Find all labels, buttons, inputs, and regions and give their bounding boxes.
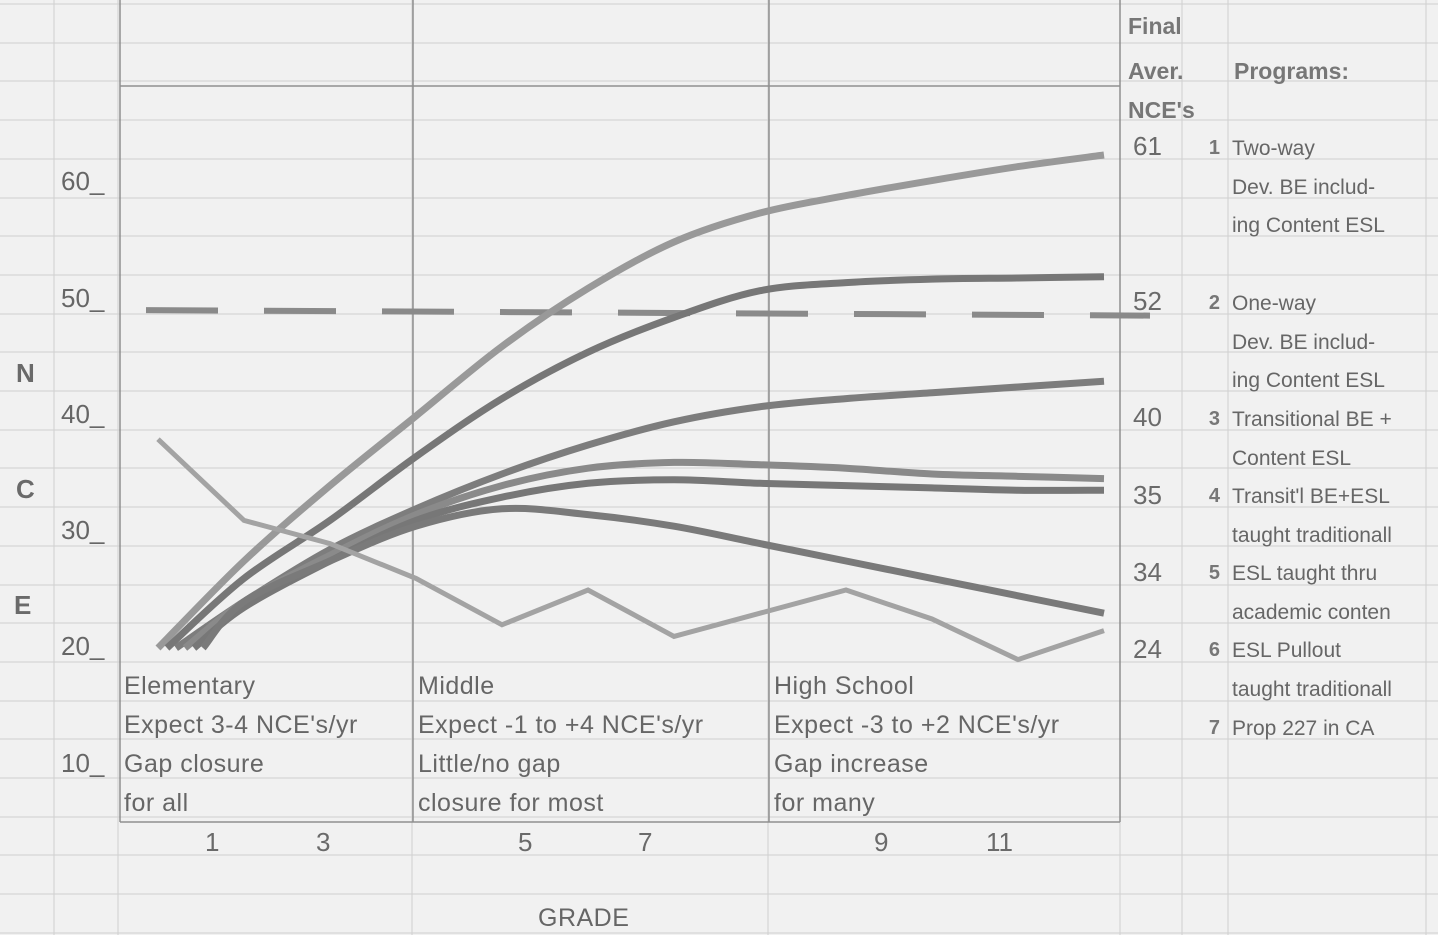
program-text: Transit'l BE+ESL [1232,485,1390,509]
section-elementary-name: Elementary [124,672,255,701]
y-axis-letter-e: E [14,590,31,621]
final-value: 24 [1133,634,1162,665]
x-tick-label: 1 [205,827,219,858]
series-line-program-3 [176,381,1104,648]
section-middle-name: Middle [418,672,495,701]
y-axis-letter-c: C [16,474,35,505]
final-header-line1: Final [1128,13,1182,40]
x-tick-label: 5 [518,827,532,858]
program-text: Dev. BE includ- [1232,331,1375,355]
final-header-line3: NCE's [1128,97,1195,124]
y-tick-label: 60_ [61,166,104,197]
section-elementary-note1: Gap closure [124,750,264,779]
program-text: Content ESL [1232,447,1351,471]
program-text: Dev. BE includ- [1232,176,1375,200]
programs-header: Programs: [1234,58,1349,85]
y-tick-label: 30_ [61,515,104,546]
x-tick-label: 3 [316,827,330,858]
program-number: 7 [1200,717,1220,740]
program-number: 6 [1200,639,1220,662]
section-elementary-expect: Expect 3-4 NCE's/yr [124,711,358,740]
program-number: 5 [1200,562,1220,585]
y-axis-letter-n: N [16,358,35,389]
section-highschool-name: High School [774,672,914,701]
program-text: taught traditionall [1232,678,1392,702]
section-middle-note1: Little/no gap [418,750,561,779]
x-tick-label: 7 [638,827,652,858]
program-number: 1 [1200,137,1220,160]
section-middle-expect: Expect -1 to +4 NCE's/yr [418,711,704,740]
section-highschool-expect: Expect -3 to +2 NCE's/yr [774,711,1060,740]
final-value: 35 [1133,480,1162,511]
program-number: 3 [1200,408,1220,431]
program-text: academic conten [1232,601,1391,625]
y-tick-label: 10_ [61,748,104,779]
x-axis-title: GRADE [538,904,629,933]
reference-dashed-line [146,310,1150,316]
y-tick-label: 50_ [61,283,104,314]
final-value: 34 [1133,557,1162,588]
section-highschool-note2: for many [774,789,875,818]
y-tick-label: 20_ [61,631,104,662]
final-value: 40 [1133,402,1162,433]
program-text: One-way [1232,292,1316,316]
program-text: ing Content ESL [1232,214,1385,238]
program-text: Prop 227 in CA [1232,717,1374,741]
program-text: taught traditionall [1232,524,1392,548]
y-tick-label: 40_ [61,399,104,430]
section-highschool-note1: Gap increase [774,750,929,779]
program-number: 2 [1200,292,1220,315]
program-number: 4 [1200,485,1220,508]
final-value: 52 [1133,286,1162,317]
program-text: ESL taught thru [1232,562,1377,586]
x-tick-label: 9 [874,827,888,858]
x-tick-label: 11 [986,827,1013,858]
section-elementary-note2: for all [124,789,189,818]
final-value: 61 [1133,131,1162,162]
program-text: ESL Pullout [1232,639,1341,663]
program-text: Two-way [1232,137,1315,161]
final-header-line2: Aver. [1128,58,1183,85]
program-text: Transitional BE + [1232,408,1392,432]
section-middle-note2: closure for most [418,789,604,818]
program-text: ing Content ESL [1232,369,1385,393]
